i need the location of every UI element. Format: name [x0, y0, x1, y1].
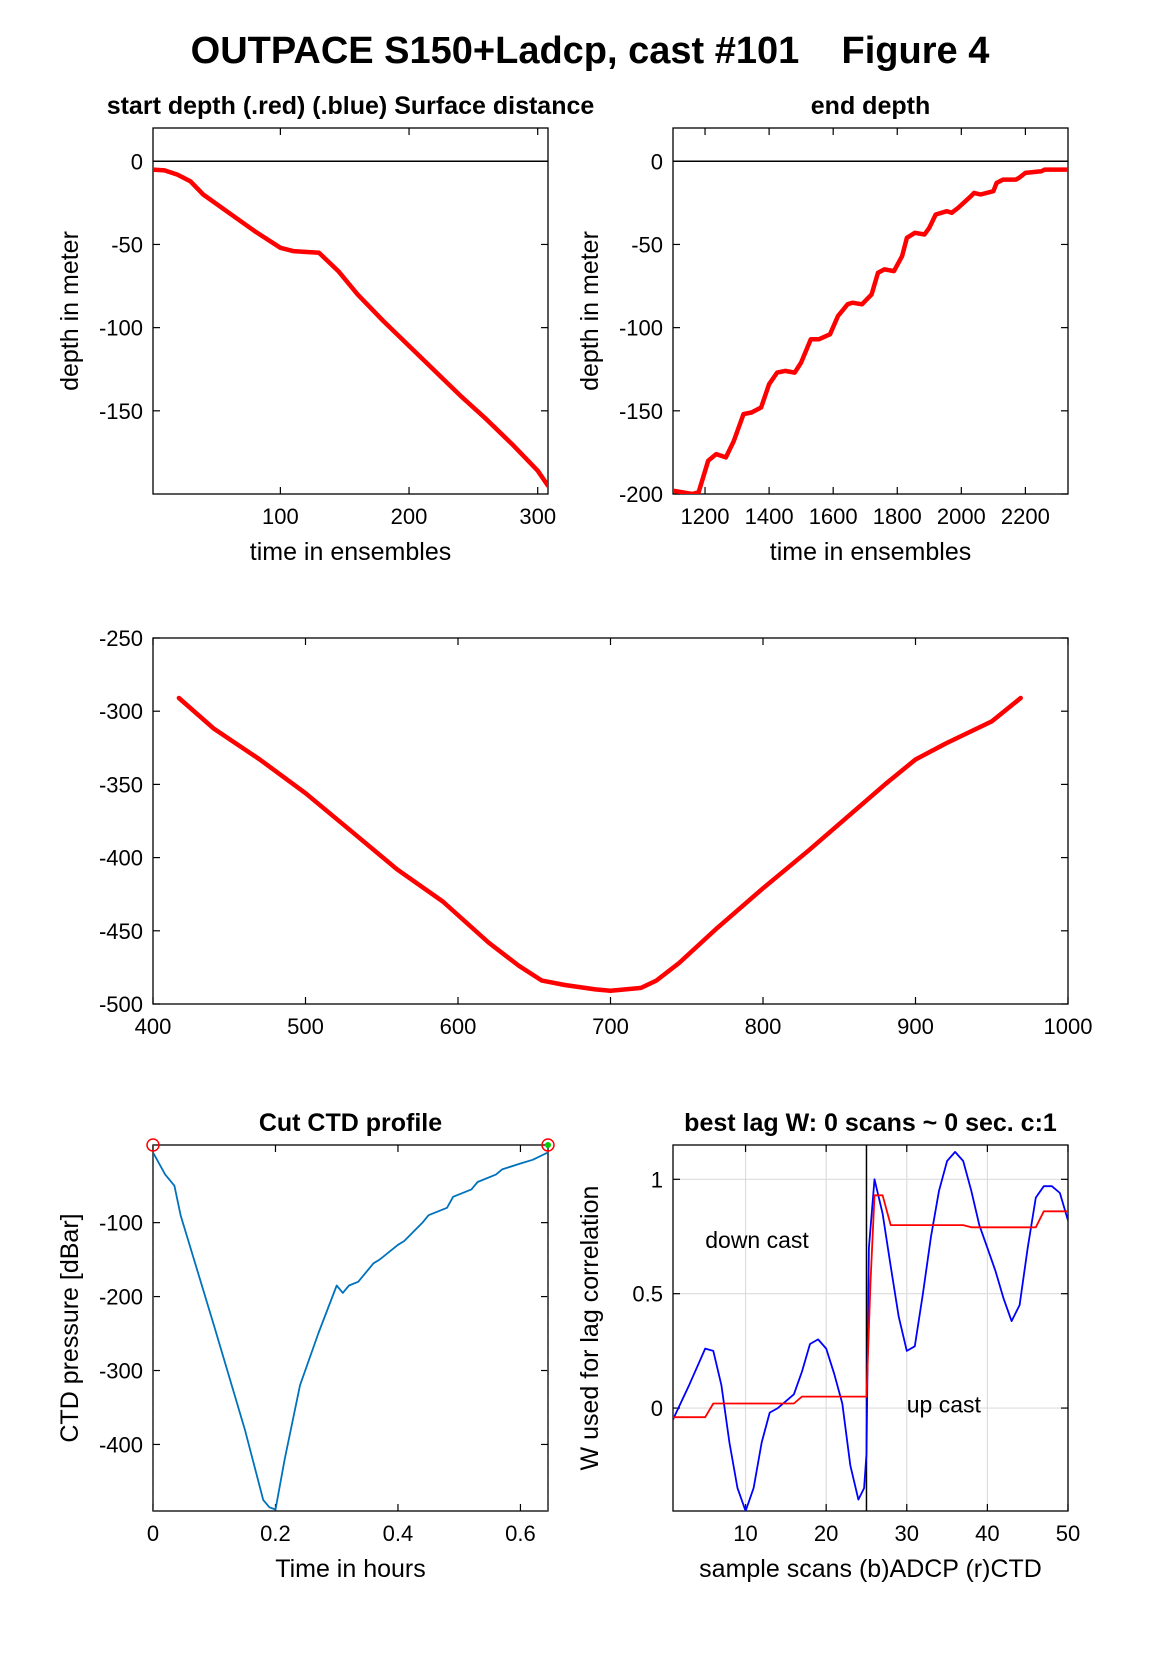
x-axis-label: sample scans (b)ADCP (r)CTD [699, 1555, 1042, 1583]
chart-title: start depth (.red) (.blue) Surface dista… [107, 92, 595, 120]
plot-area [673, 1145, 1068, 1511]
x-axis-label: time in ensembles [250, 538, 451, 566]
y-tick-label: 0.5 [632, 1282, 663, 1307]
annotation-text: up cast [907, 1392, 982, 1418]
cut-marker-circle [146, 1138, 160, 1152]
axes-box [152, 1144, 549, 1512]
x-tick-label: 800 [745, 1014, 782, 1039]
x-axis-label: Time in hours [275, 1555, 426, 1583]
series-line-adcp [673, 1151, 1068, 1511]
x-tick-label: 1200 [681, 504, 730, 529]
y-tick-label: -350 [99, 772, 143, 797]
chart-middle: 400 500 600 700 800 900 1000 -250 -300 -350 -400 -4… [99, 626, 1093, 1039]
y-tick-label: -450 [99, 919, 143, 944]
y-tick-label: -200 [619, 482, 663, 507]
y-tick-label: 1 [651, 1167, 663, 1192]
y-tick-label: 0 [131, 149, 143, 174]
y-tick-label: -400 [99, 1432, 143, 1457]
x-tick-label: 1800 [873, 504, 922, 529]
plot-area [176, 695, 1023, 994]
x-tick-label: 0 [147, 1521, 159, 1546]
y-tick-label: -50 [111, 232, 143, 257]
x-tick-label: 40 [975, 1521, 999, 1546]
x-tick-label: 10 [733, 1521, 757, 1546]
series-line-ctd [673, 1194, 1068, 1419]
x-tick-label: 1400 [745, 504, 794, 529]
plot-area [153, 160, 548, 488]
chart-lag: 10 20 30 40 50 0 0.5 1 best lag W: 0 scans ~ 0 s… [576, 1109, 1080, 1583]
x-tick-label: 400 [135, 1014, 172, 1039]
y-axis-label: depth in meter [576, 231, 604, 391]
y-tick-label: -150 [619, 399, 663, 424]
axes-box [672, 127, 1069, 495]
x-tick-label: 30 [895, 1521, 919, 1546]
figure-title: OUTPACE S150+Ladcp, cast #101 Figure 4 [191, 30, 990, 72]
x-axis-label: time in ensembles [770, 538, 971, 566]
y-tick-label: -50 [631, 232, 663, 257]
x-tick-label: 100 [262, 504, 299, 529]
y-tick-label: -500 [99, 992, 143, 1017]
x-tick-label: 1000 [1044, 1014, 1093, 1039]
axes-box [152, 127, 549, 495]
y-tick-label: -200 [99, 1285, 143, 1310]
series-line-1 [153, 1151, 548, 1511]
chart-end: 1200 1400 1600 1800 2000 2200 0 -50 -100 -150 -200… [576, 92, 1069, 566]
annotation-text: down cast [705, 1227, 809, 1253]
chart-start: 100 200 300 0 -50 -100 -150 start depth (.red) … [56, 92, 594, 566]
chart-ctd: 0 0.2 0.4 0.6 -100 -200 -300 -400 Cut CTD profil… [56, 1109, 555, 1583]
x-tick-label: 0.2 [260, 1521, 291, 1546]
axes-box [152, 637, 1069, 1005]
y-tick-label: -400 [99, 846, 143, 871]
x-tick-label: 900 [897, 1014, 934, 1039]
x-tick-label: 500 [287, 1014, 324, 1039]
x-tick-label: 600 [440, 1014, 477, 1039]
x-tick-label: 1600 [809, 504, 858, 529]
x-tick-label: 200 [391, 504, 428, 529]
chart-title: best lag W: 0 scans ~ 0 sec. c:1 [684, 1109, 1057, 1137]
chart-title: end depth [811, 92, 930, 120]
y-tick-label: -150 [99, 399, 143, 424]
cut-marker-circle [541, 1138, 555, 1152]
plot-area [673, 160, 1068, 494]
x-tick-label: 2200 [1001, 504, 1050, 529]
y-tick-label: 0 [651, 149, 663, 174]
plot-area [153, 1145, 548, 1511]
x-tick-label: 2000 [937, 504, 986, 529]
x-tick-label: 50 [1056, 1521, 1080, 1546]
series-line-1 [673, 167, 1068, 494]
series-line-1 [176, 695, 1023, 994]
x-tick-label: 20 [814, 1521, 838, 1546]
x-tick-label: 0.6 [505, 1521, 536, 1546]
series-line-1 [153, 167, 548, 488]
y-tick-label: -250 [99, 626, 143, 651]
y-axis-label: depth in meter [56, 231, 84, 391]
x-tick-label: 700 [592, 1014, 629, 1039]
x-tick-label: 300 [519, 504, 556, 529]
y-tick-label: -300 [99, 1359, 143, 1384]
y-axis-label: CTD pressure [dBar] [56, 1213, 84, 1442]
y-tick-label: -100 [619, 316, 663, 341]
y-axis-label: W used for lag correlation [576, 1186, 604, 1471]
y-tick-label: -100 [99, 1211, 143, 1236]
y-tick-label: -100 [99, 316, 143, 341]
cut-end-dot [545, 1142, 551, 1148]
chart-title: Cut CTD profile [259, 1109, 442, 1137]
x-tick-label: 0.4 [383, 1521, 414, 1546]
axes-box [672, 1144, 1069, 1512]
y-tick-label: 0 [651, 1396, 663, 1421]
y-tick-label: -300 [99, 699, 143, 724]
